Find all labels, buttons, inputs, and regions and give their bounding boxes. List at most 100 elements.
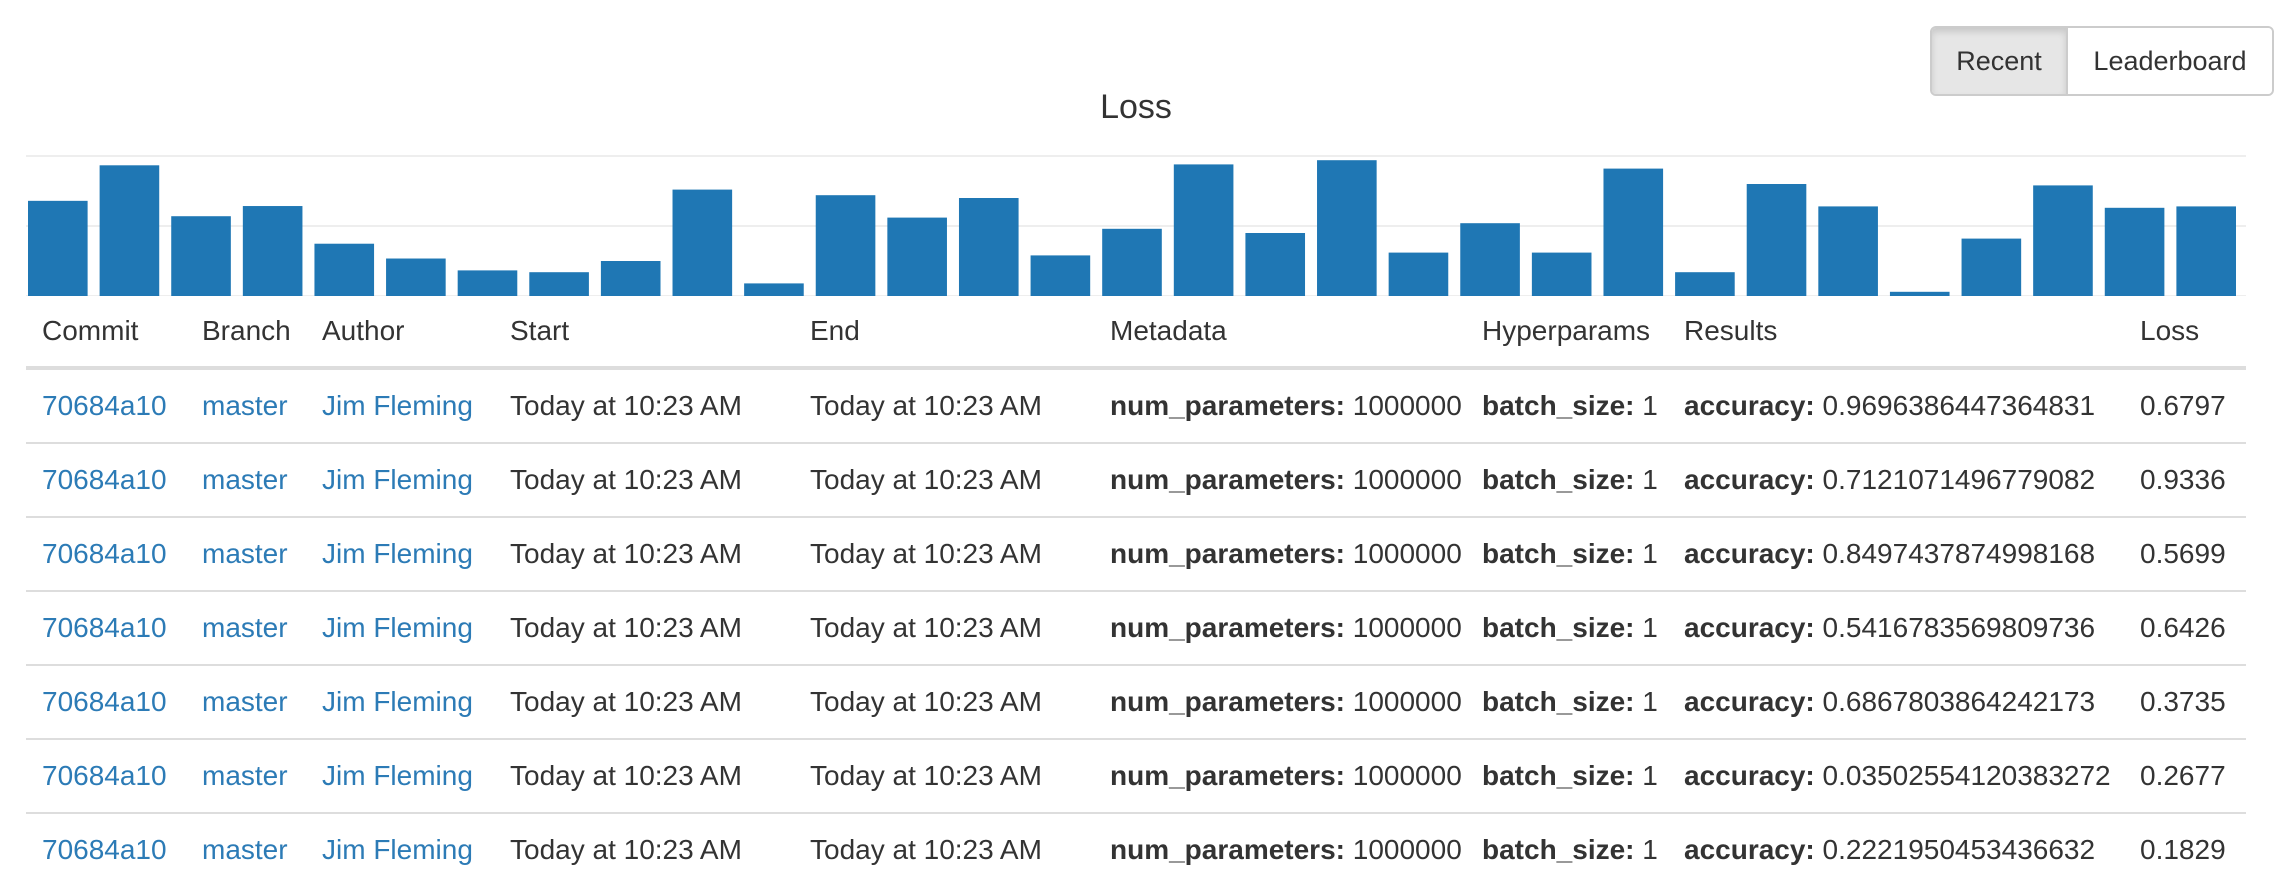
cell-end: Today at 10:23 AM <box>794 591 1094 666</box>
result-value: 0.03502554120383272 <box>1822 760 2111 791</box>
cell-end: Today at 10:23 AM <box>794 665 1094 740</box>
cell-metadata: num_parameters: 1000000 <box>1094 665 1466 740</box>
recent-button[interactable]: Recent <box>1932 28 2068 94</box>
loss-bar[interactable] <box>1889 291 1950 296</box>
loss-bar[interactable] <box>2104 207 2165 296</box>
commit-link[interactable]: 70684a10 <box>42 390 167 421</box>
loss-bar[interactable] <box>1746 184 1807 296</box>
loss-bar[interactable] <box>744 283 804 296</box>
cell-results: accuracy: 0.8497437874998168 <box>1668 517 2124 592</box>
author-link[interactable]: Jim Fleming <box>322 464 473 495</box>
metadata-key: num_parameters: <box>1110 390 1345 421</box>
metadata-key: num_parameters: <box>1110 686 1345 717</box>
cell-results: accuracy: 0.2221950453436632 <box>1668 813 2124 886</box>
column-header-author[interactable]: Author <box>306 296 494 370</box>
column-header-loss[interactable]: Loss <box>2124 296 2246 370</box>
metadata-value: 1000000 <box>1352 464 1462 495</box>
branch-link[interactable]: master <box>202 464 288 495</box>
leaderboard-button[interactable]: Leaderboard <box>2068 28 2272 94</box>
loss-bar[interactable] <box>99 165 160 296</box>
loss-bar[interactable] <box>2033 185 2093 296</box>
commit-link[interactable]: 70684a10 <box>42 686 167 717</box>
result-key: accuracy: <box>1684 464 1815 495</box>
column-header-branch[interactable]: Branch <box>186 296 306 370</box>
loss-bar[interactable] <box>28 200 88 296</box>
loss-bar[interactable] <box>1317 160 1377 296</box>
loss-bar[interactable] <box>1961 238 2022 296</box>
column-header-hyperparams[interactable]: Hyperparams <box>1466 296 1668 370</box>
loss-bar[interactable] <box>958 198 1019 296</box>
loss-bar[interactable] <box>1173 164 1234 296</box>
loss-bar[interactable] <box>600 261 661 296</box>
cell-results: accuracy: 0.7121071496779082 <box>1668 443 2124 518</box>
result-key: accuracy: <box>1684 686 1815 717</box>
author-link[interactable]: Jim Fleming <box>322 834 473 865</box>
loss-bar[interactable] <box>1603 168 1664 296</box>
metadata-value: 1000000 <box>1352 612 1462 643</box>
cell-hyperparams: batch_size: 1 <box>1466 739 1668 814</box>
loss-bar[interactable] <box>1245 233 1306 296</box>
cell-start: Today at 10:23 AM <box>494 517 794 592</box>
loss-bar[interactable] <box>2176 206 2236 296</box>
column-header-results[interactable]: Results <box>1668 296 2124 370</box>
commit-link[interactable]: 70684a10 <box>42 834 167 865</box>
result-value: 0.8497437874998168 <box>1822 538 2096 569</box>
commit-link[interactable]: 70684a10 <box>42 612 167 643</box>
cell-hyperparams: batch_size: 1 <box>1466 443 1668 518</box>
result-value: 0.5416783569809736 <box>1822 612 2096 643</box>
cell-start: Today at 10:23 AM <box>510 834 742 865</box>
column-header-start[interactable]: Start <box>494 296 794 370</box>
metadata-key: num_parameters: <box>1110 612 1345 643</box>
result-value: 0.7121071496779082 <box>1822 464 2096 495</box>
loss-bar[interactable] <box>815 195 876 296</box>
branch-link[interactable]: master <box>202 834 288 865</box>
cell-branch: master <box>186 665 306 740</box>
hyperparam-key: batch_size: <box>1482 686 1635 717</box>
loss-bar[interactable] <box>1675 272 1735 296</box>
loss-bar[interactable] <box>457 270 518 296</box>
loss-bar[interactable] <box>314 243 375 296</box>
column-header-metadata[interactable]: Metadata <box>1094 296 1466 370</box>
loss-bar[interactable] <box>887 217 947 296</box>
loss-bar[interactable] <box>1818 206 1878 296</box>
column-header-end[interactable]: End <box>794 296 1094 370</box>
result-value: 0.2221950453436632 <box>1822 834 2096 865</box>
cell-end: Today at 10:23 AM <box>794 517 1094 592</box>
loss-bar[interactable] <box>1388 252 1449 296</box>
loss-bar[interactable] <box>386 258 446 296</box>
cell-commit: 70684a10 <box>26 665 186 740</box>
author-link[interactable]: Jim Fleming <box>322 686 473 717</box>
branch-link[interactable]: master <box>202 612 288 643</box>
cell-metadata: num_parameters: 1000000 <box>1094 443 1466 518</box>
commit-link[interactable]: 70684a10 <box>42 760 167 791</box>
cell-author: Jim Fleming <box>306 591 494 666</box>
author-link[interactable]: Jim Fleming <box>322 538 473 569</box>
branch-link[interactable]: master <box>202 760 288 791</box>
loss-bar[interactable] <box>529 272 589 296</box>
loss-bar[interactable] <box>1531 252 1592 296</box>
author-link[interactable]: Jim Fleming <box>322 760 473 791</box>
hyperparam-value: 1 <box>1642 612 1658 643</box>
author-link[interactable]: Jim Fleming <box>322 612 473 643</box>
branch-link[interactable]: master <box>202 686 288 717</box>
loss-bar[interactable] <box>242 206 303 296</box>
commit-link[interactable]: 70684a10 <box>42 464 167 495</box>
metadata-key: num_parameters: <box>1110 538 1345 569</box>
cell-loss: 0.5699 <box>2124 517 2246 592</box>
loss-bar[interactable] <box>672 189 733 296</box>
hyperparam-key: batch_size: <box>1482 464 1635 495</box>
loss-bar[interactable] <box>1460 223 1520 296</box>
author-link[interactable]: Jim Fleming <box>322 390 473 421</box>
branch-link[interactable]: master <box>202 390 288 421</box>
branch-link[interactable]: master <box>202 538 288 569</box>
column-header-commit[interactable]: Commit <box>26 296 186 370</box>
cell-results: accuracy: 0.5416783569809736 <box>1668 591 2124 666</box>
loss-bar[interactable] <box>1030 255 1091 296</box>
hyperparam-value: 1 <box>1642 686 1658 717</box>
table-row: 70684a10 master Jim Fleming Today at 10:23 … <box>26 368 2246 444</box>
loss-bar[interactable] <box>171 216 231 296</box>
loss-bar[interactable] <box>1102 228 1162 296</box>
cell-metadata: num_parameters: 1000000 <box>1094 813 1466 886</box>
result-key: accuracy: <box>1684 760 1815 791</box>
commit-link[interactable]: 70684a10 <box>42 538 167 569</box>
